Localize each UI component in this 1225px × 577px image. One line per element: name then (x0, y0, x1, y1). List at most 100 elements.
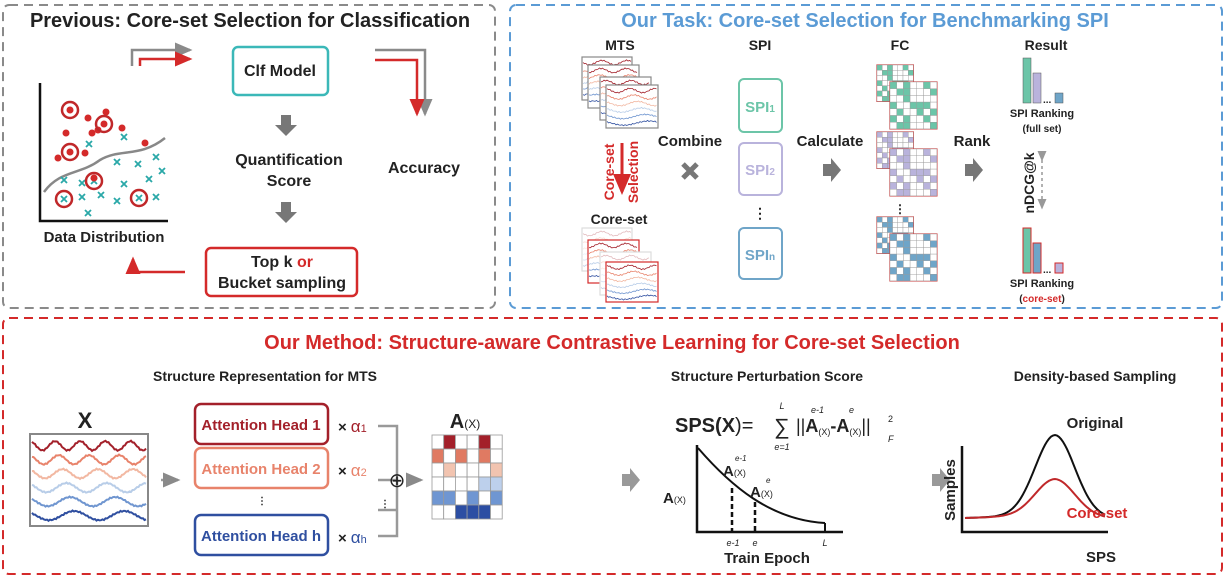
tick-l: L (822, 538, 827, 548)
selected-ring (84, 171, 104, 191)
matrix-cell (897, 221, 904, 228)
matrix-cell (882, 232, 888, 239)
matrix-cell (923, 240, 931, 248)
matrix-cell (903, 253, 911, 262)
matrix-cell (876, 90, 883, 97)
matrix-cell (916, 260, 924, 268)
matrix-cell (896, 253, 904, 262)
svg-text:e=1: e=1 (774, 442, 789, 452)
svg-text:∑: ∑ (774, 414, 790, 439)
bucket-sampling-label: Bucket sampling (218, 275, 346, 292)
matrix-cell (903, 148, 911, 156)
matrix-cell (889, 182, 897, 190)
multiply-icon (681, 162, 699, 180)
output-arrow-red (375, 58, 425, 117)
matrix-cell (909, 260, 917, 268)
matrix-cell (889, 168, 897, 177)
attention-cell (490, 448, 503, 464)
matrix-cell (897, 142, 904, 148)
spi-box-2: SPI2 (738, 142, 783, 196)
matrix-cell (897, 136, 904, 143)
ndcg-label: nDCG@k (1021, 152, 1037, 213)
matrix-cell (930, 233, 938, 241)
svg-text:...: ... (1043, 265, 1052, 276)
matrix-cell (902, 75, 909, 81)
matrix-cell (882, 216, 888, 223)
matrix-cell (930, 108, 938, 116)
matrix-cell (887, 227, 893, 233)
matrix-cell (903, 240, 911, 248)
matrix-cell (902, 136, 909, 143)
red-dot (90, 174, 98, 182)
teal-x (135, 194, 143, 202)
svg-text:e: e (849, 405, 854, 415)
core-set-vertical-label: Core-set (601, 143, 617, 200)
matrix-cell (916, 188, 924, 197)
matrix-cell (916, 274, 924, 282)
matrix-cell (903, 175, 911, 183)
series-line (606, 94, 657, 100)
a-epoch-sup: e (766, 476, 771, 485)
series-line (606, 264, 657, 271)
attention-cell (443, 434, 456, 450)
matrix-cell (876, 136, 883, 143)
svg-text:×α1: × α1 (338, 417, 367, 436)
matrix-cell (923, 155, 931, 163)
matrix-cell (923, 162, 931, 170)
samples-label: Samples (942, 459, 959, 521)
matrix-cell (923, 233, 931, 241)
core-set-label: Core-set (591, 211, 648, 227)
attention-cell (490, 504, 503, 520)
matrix-cell (889, 155, 897, 163)
spi-label: SPI (749, 37, 772, 53)
matrix-cell (897, 227, 904, 233)
matrix-cell (889, 108, 897, 116)
matrix-cell (889, 162, 897, 170)
matrix-cell (882, 242, 888, 249)
matrix-cell (908, 136, 914, 143)
matrix-cell (892, 221, 898, 228)
matrix-cell (916, 155, 924, 163)
selected-ring (129, 188, 149, 208)
matrix-cell (896, 240, 904, 248)
matrix-cell (909, 182, 917, 190)
matrix-cell (896, 162, 904, 170)
matrix-cell (908, 75, 914, 81)
matrix-cell (930, 115, 938, 123)
result-label: Result (1025, 37, 1068, 53)
matrix-cell (876, 162, 883, 169)
matrix-cell (923, 88, 931, 96)
series-line (606, 276, 657, 283)
method-title: Our Method: Structure-aware Contrastive … (264, 332, 960, 354)
svg-text:SPI1: SPI1 (745, 99, 775, 116)
density-title: Density-based Sampling (1014, 368, 1177, 384)
matrix-cell (930, 240, 938, 248)
matrix-cell (908, 227, 914, 233)
series-line (600, 254, 650, 261)
matrix-cell (876, 147, 883, 154)
matrix-cell (889, 175, 897, 183)
matrix-cell (930, 267, 938, 275)
matrix-cell (896, 233, 904, 241)
x-label: X (78, 408, 93, 433)
a-x-axis-label: A(X) (663, 490, 686, 507)
matrix-cell (903, 260, 911, 268)
calculate-label: Calculate (797, 133, 864, 150)
matrix-cell (882, 80, 888, 86)
attention-cell (466, 462, 480, 478)
matrix-cell (876, 75, 883, 81)
matrix-cell (892, 227, 898, 233)
perturbation-title: Structure Perturbation Score (671, 368, 863, 384)
sps-label: SPS (1086, 549, 1116, 566)
task-panel: Our Task: Core-set Selection for Benchma… (509, 4, 1223, 309)
red-dot (84, 114, 92, 122)
matrix-cell (923, 175, 931, 183)
teal-x (78, 179, 86, 187)
matrix-cell (930, 95, 938, 103)
density-curves (964, 433, 1106, 519)
score-label: Score (267, 173, 312, 190)
matrix-cell (876, 95, 883, 102)
matrix-cell (882, 75, 888, 81)
matrix-cell (896, 121, 904, 130)
svg-text:2: 2 (888, 414, 893, 424)
